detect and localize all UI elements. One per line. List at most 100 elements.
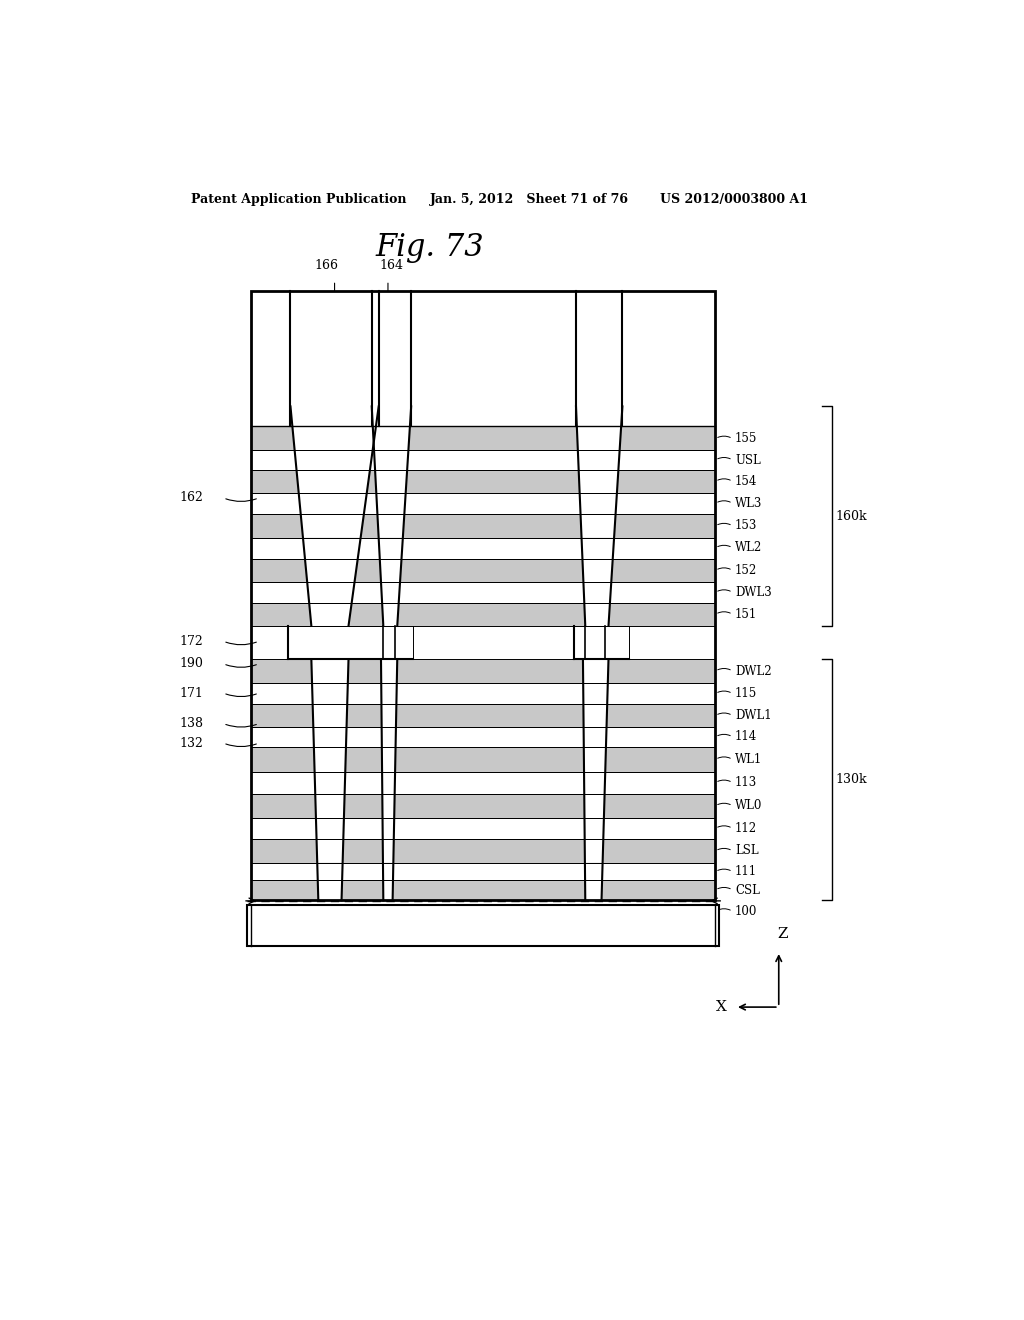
Polygon shape bbox=[376, 492, 406, 515]
Polygon shape bbox=[579, 470, 618, 492]
Polygon shape bbox=[299, 492, 367, 515]
Polygon shape bbox=[381, 582, 400, 603]
Polygon shape bbox=[584, 582, 611, 603]
Text: CSL: CSL bbox=[735, 883, 760, 896]
Polygon shape bbox=[382, 747, 395, 772]
Text: 151: 151 bbox=[735, 607, 758, 620]
Polygon shape bbox=[381, 704, 396, 727]
Bar bbox=[251, 558, 715, 582]
Text: 162: 162 bbox=[179, 491, 204, 504]
Text: Patent Application Publication: Patent Application Publication bbox=[191, 193, 407, 206]
Bar bbox=[251, 450, 715, 470]
Polygon shape bbox=[314, 747, 346, 772]
Polygon shape bbox=[378, 515, 404, 537]
Text: X: X bbox=[717, 1001, 727, 1014]
Polygon shape bbox=[584, 684, 608, 704]
Bar bbox=[251, 582, 715, 603]
Bar bbox=[251, 290, 715, 900]
Polygon shape bbox=[381, 684, 396, 704]
Polygon shape bbox=[382, 793, 394, 818]
Bar bbox=[251, 537, 715, 558]
Polygon shape bbox=[305, 558, 357, 582]
Polygon shape bbox=[317, 880, 342, 900]
Polygon shape bbox=[585, 603, 610, 626]
Text: Z: Z bbox=[777, 927, 788, 941]
Text: Fig. 73: Fig. 73 bbox=[375, 232, 484, 264]
Polygon shape bbox=[313, 727, 346, 747]
Polygon shape bbox=[584, 704, 607, 727]
Text: US 2012/0003800 A1: US 2012/0003800 A1 bbox=[659, 193, 808, 206]
Polygon shape bbox=[311, 660, 348, 684]
Bar bbox=[251, 684, 715, 704]
Polygon shape bbox=[578, 450, 620, 470]
Polygon shape bbox=[312, 684, 348, 704]
Polygon shape bbox=[315, 793, 345, 818]
Polygon shape bbox=[375, 470, 408, 492]
Text: WL1: WL1 bbox=[735, 752, 762, 766]
Bar bbox=[251, 727, 715, 747]
Text: 113: 113 bbox=[735, 776, 758, 789]
Polygon shape bbox=[584, 747, 606, 772]
Polygon shape bbox=[383, 818, 394, 840]
Polygon shape bbox=[316, 840, 343, 862]
Bar bbox=[247, 906, 719, 946]
Text: 111: 111 bbox=[735, 865, 757, 878]
Polygon shape bbox=[307, 582, 354, 603]
Polygon shape bbox=[297, 470, 370, 492]
Polygon shape bbox=[314, 772, 345, 793]
Text: USL: USL bbox=[735, 454, 761, 466]
Bar bbox=[251, 862, 715, 880]
Bar bbox=[251, 290, 715, 900]
Polygon shape bbox=[374, 450, 409, 470]
Text: 166: 166 bbox=[314, 259, 339, 272]
Polygon shape bbox=[312, 704, 347, 727]
Polygon shape bbox=[382, 727, 396, 747]
Text: 114: 114 bbox=[735, 730, 758, 743]
Text: 100: 100 bbox=[735, 904, 758, 917]
Polygon shape bbox=[295, 450, 373, 470]
Polygon shape bbox=[317, 862, 343, 880]
Bar bbox=[251, 840, 715, 862]
Polygon shape bbox=[581, 515, 615, 537]
Polygon shape bbox=[383, 862, 393, 880]
Polygon shape bbox=[303, 537, 360, 558]
Bar bbox=[251, 793, 715, 818]
Bar bbox=[251, 880, 715, 900]
Text: 155: 155 bbox=[735, 432, 758, 445]
Polygon shape bbox=[301, 515, 364, 537]
Text: WL2: WL2 bbox=[735, 541, 762, 554]
Polygon shape bbox=[383, 880, 393, 900]
Bar bbox=[251, 492, 715, 515]
Polygon shape bbox=[583, 558, 612, 582]
Polygon shape bbox=[309, 603, 351, 626]
Polygon shape bbox=[379, 537, 402, 558]
Polygon shape bbox=[292, 426, 376, 450]
Text: WL3: WL3 bbox=[735, 496, 763, 510]
Polygon shape bbox=[585, 862, 602, 880]
Text: WL0: WL0 bbox=[735, 800, 763, 812]
Bar bbox=[251, 818, 715, 840]
Polygon shape bbox=[382, 603, 398, 626]
Text: 115: 115 bbox=[735, 688, 758, 700]
Text: Jan. 5, 2012   Sheet 71 of 76: Jan. 5, 2012 Sheet 71 of 76 bbox=[430, 193, 629, 206]
Text: 132: 132 bbox=[179, 737, 204, 750]
Bar bbox=[251, 290, 715, 426]
Bar bbox=[251, 704, 715, 727]
Polygon shape bbox=[582, 537, 614, 558]
Text: 172: 172 bbox=[179, 635, 204, 648]
Text: DWL1: DWL1 bbox=[735, 709, 772, 722]
Bar bbox=[251, 747, 715, 772]
Bar bbox=[251, 426, 715, 450]
Polygon shape bbox=[585, 818, 604, 840]
Polygon shape bbox=[373, 426, 410, 450]
Bar bbox=[251, 660, 715, 684]
Polygon shape bbox=[585, 840, 603, 862]
Text: 190: 190 bbox=[179, 657, 204, 671]
Polygon shape bbox=[580, 492, 616, 515]
Text: 138: 138 bbox=[179, 717, 204, 730]
Text: 112: 112 bbox=[735, 822, 757, 836]
Polygon shape bbox=[585, 880, 602, 900]
Bar bbox=[251, 407, 715, 426]
Text: LSL: LSL bbox=[735, 845, 759, 858]
Polygon shape bbox=[316, 818, 344, 840]
